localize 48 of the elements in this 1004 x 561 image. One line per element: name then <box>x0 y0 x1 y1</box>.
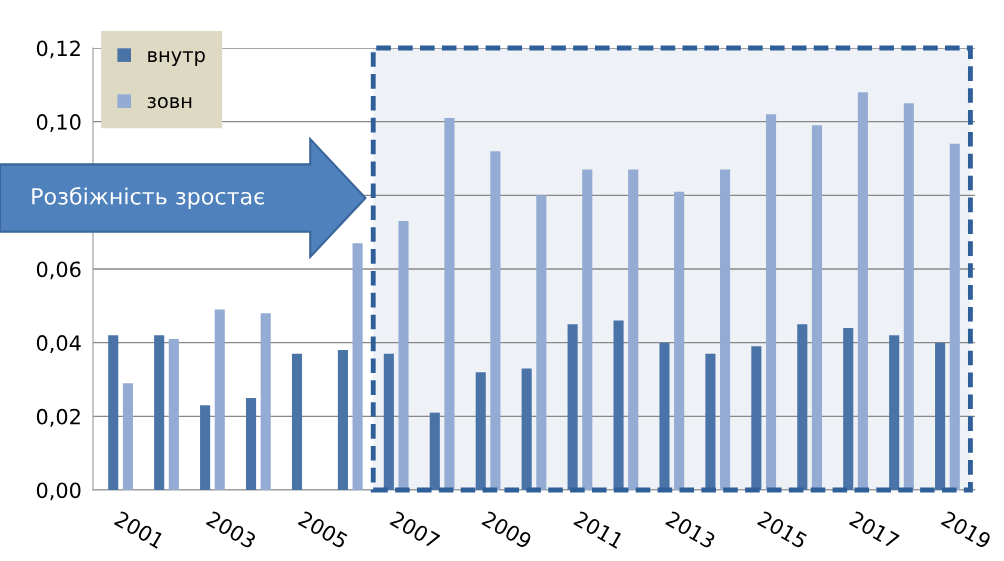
legend-label: внутр <box>148 51 205 66</box>
bar <box>949 143 960 490</box>
bar <box>567 324 578 490</box>
bar <box>444 117 455 490</box>
bar <box>903 103 914 490</box>
bar <box>582 169 593 490</box>
bar <box>398 221 409 490</box>
y-tick-label: 0,04 <box>36 335 81 353</box>
bar <box>337 350 348 490</box>
bar <box>843 327 854 490</box>
bar <box>291 353 303 490</box>
bar <box>811 125 823 490</box>
bar <box>490 151 501 490</box>
bar <box>122 383 133 490</box>
bar <box>935 342 946 490</box>
bar <box>429 412 440 490</box>
legend-label: зовн <box>147 97 192 109</box>
bar <box>383 353 394 490</box>
bar <box>154 335 165 490</box>
bar <box>628 169 639 490</box>
x-tick-label: 2017 <box>848 510 900 550</box>
bar <box>720 169 731 490</box>
bar <box>168 338 179 490</box>
bar <box>797 324 808 490</box>
bar <box>475 372 486 490</box>
bar <box>705 353 716 490</box>
bar <box>200 405 211 490</box>
bar <box>260 313 271 490</box>
bar <box>521 368 532 490</box>
bar <box>857 92 868 490</box>
bar <box>352 243 363 490</box>
bar <box>245 397 257 490</box>
bar <box>613 320 624 490</box>
bar <box>889 335 900 490</box>
y-tick-label: 0,00 <box>36 482 81 501</box>
bar <box>674 191 685 490</box>
bar <box>536 195 547 490</box>
bar <box>214 309 225 490</box>
bar <box>108 335 119 490</box>
y-tick-label: 0,06 <box>36 261 81 280</box>
y-tick-label: 0,12 <box>36 40 80 59</box>
bar <box>765 114 777 490</box>
bar <box>751 346 762 490</box>
annotation: Розбіжність зростає <box>32 187 264 209</box>
y-tick-label: 0,10 <box>36 114 81 132</box>
bar <box>659 342 670 490</box>
x-tick-label: 2007 <box>389 510 441 550</box>
y-tick-label: 0,02 <box>36 408 80 427</box>
